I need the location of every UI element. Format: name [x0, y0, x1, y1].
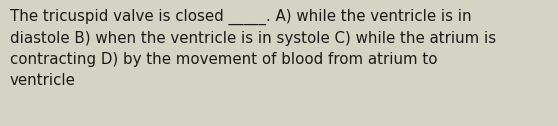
Text: The tricuspid valve is closed _____. A) while the ventricle is in
diastole B) wh: The tricuspid valve is closed _____. A) …: [10, 9, 496, 88]
